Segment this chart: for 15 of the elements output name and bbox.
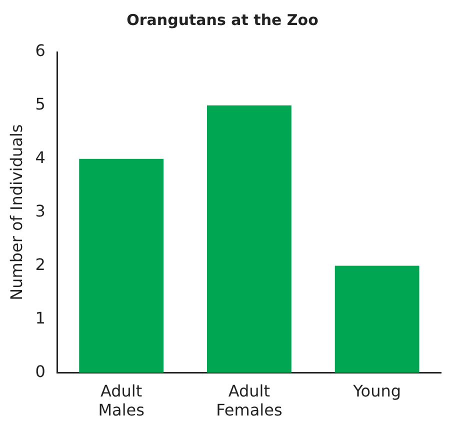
y-tick-label: 4 — [35, 148, 46, 168]
y-tick-label: 0 — [35, 362, 46, 381]
y-tick-label: 3 — [35, 201, 46, 220]
bar — [79, 158, 164, 373]
bar — [334, 266, 420, 373]
y-tick-label: 1 — [35, 308, 46, 328]
x-tick-label: Adult Females — [216, 381, 282, 420]
x-tick-label: Adult Males — [98, 381, 144, 420]
y-tick-label: 2 — [35, 254, 46, 274]
bar — [206, 105, 292, 373]
y-axis-title: Number of Individuals — [6, 124, 26, 300]
chart-title: Orangutans at the Zoo — [126, 10, 318, 29]
y-tick-label: 6 — [35, 41, 46, 60]
x-tick-label: Young — [352, 381, 401, 400]
y-tick-label: 5 — [35, 94, 46, 114]
